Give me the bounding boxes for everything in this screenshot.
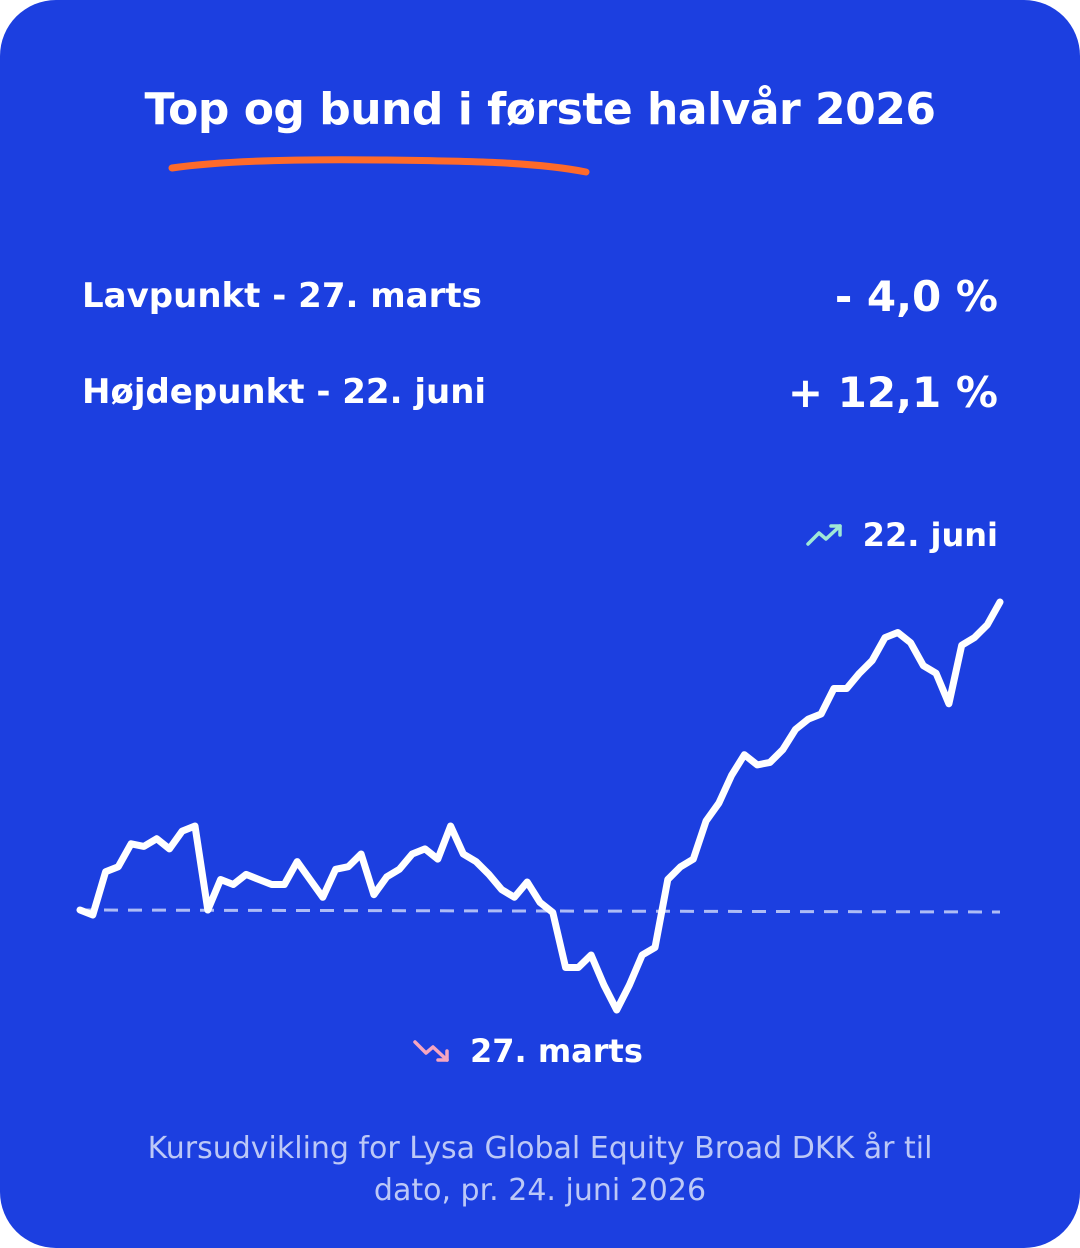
footnote-line-1: Kursudvikling for Lysa Global Equity Bro… [147, 1131, 933, 1166]
baseline-dashed-line [79, 908, 1001, 914]
series-line [76, 598, 1004, 1014]
page-title: Top og bund i første halvår 2026 [144, 84, 936, 135]
title-underline [168, 156, 590, 176]
footnote-line-2: dato, pr. 24. juni 2026 [373, 1173, 707, 1208]
low-annotation-label: 27. marts [470, 1032, 643, 1070]
high-stat-value: + 12,1 % [787, 368, 998, 417]
low-stat-value: - 4,0 % [834, 272, 998, 321]
high-annotation-label: 22. juni [862, 516, 998, 554]
low-stat-label: Lavpunkt - 27. marts [82, 276, 482, 316]
trending-down-icon [413, 1040, 449, 1062]
footnote: Kursudvikling for Lysa Global Equity Bro… [60, 1128, 1020, 1212]
high-stat-label: Højdepunkt - 22. juni [82, 372, 487, 412]
trending-up-icon [805, 524, 842, 546]
low-annotation: 27. marts [412, 1032, 643, 1070]
underline-stroke [168, 156, 590, 176]
high-annotation: 22. juni [805, 516, 998, 554]
